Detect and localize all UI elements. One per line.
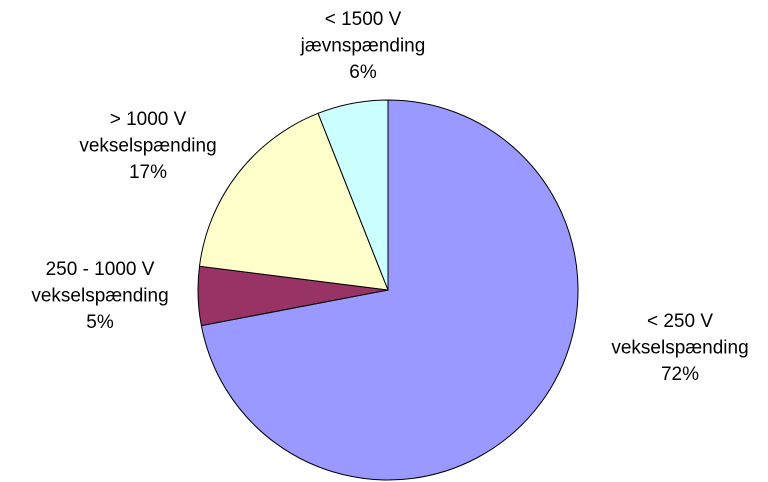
slice-label: vekselspænding bbox=[79, 136, 216, 157]
slice-label: > 1000 V bbox=[110, 109, 187, 130]
slice-label: vekselspænding bbox=[611, 338, 748, 359]
slice-label: < 1500 V bbox=[325, 9, 402, 30]
slice-value-label: 72% bbox=[661, 364, 699, 385]
slice-label: jævnspænding bbox=[300, 36, 426, 57]
pie-slice bbox=[198, 112, 389, 291]
slice-value-label: 6% bbox=[349, 62, 377, 83]
pie-slice bbox=[200, 99, 579, 481]
slice-label: 250 - 1000 V bbox=[46, 259, 155, 280]
slice-label: < 250 V bbox=[647, 311, 713, 332]
slice-label: vekselspænding bbox=[31, 286, 168, 307]
pie-slice bbox=[317, 99, 389, 291]
slice-value-label: 5% bbox=[86, 312, 114, 333]
slice-value-label: 17% bbox=[129, 162, 167, 183]
